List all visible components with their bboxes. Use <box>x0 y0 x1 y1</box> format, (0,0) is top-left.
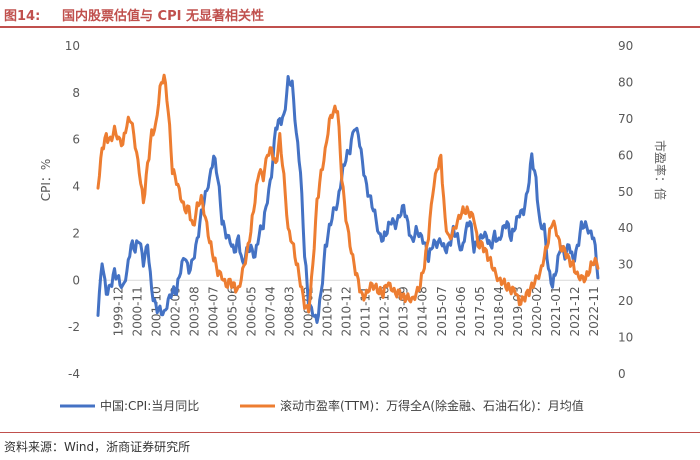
left-tick-label: 10 <box>65 39 80 53</box>
right-axis-label: 市盈率：倍 <box>653 140 668 200</box>
cpi-series-line <box>96 75 600 324</box>
x-tick-label: 1999-12 <box>112 286 126 336</box>
left-axis-label: CPI：% <box>39 159 53 202</box>
right-tick-label: 90 <box>618 39 633 53</box>
right-tick-label: 0 <box>618 367 626 381</box>
left-tick-label: 0 <box>72 273 80 287</box>
left-tick-label: 4 <box>72 180 80 194</box>
legend-cpi-label: 中国:CPI:当月同比 <box>100 398 199 413</box>
x-tick-label: 2003-08 <box>188 286 202 336</box>
left-tick-label: 2 <box>72 226 80 240</box>
left-tick-label: 8 <box>72 86 80 100</box>
right-tick-label: 30 <box>618 258 633 272</box>
x-tick-label: 2020-02 <box>530 286 544 336</box>
x-tick-label: 2006-05 <box>245 286 259 336</box>
x-tick-label: 2002-09 <box>169 286 183 336</box>
x-tick-label: 2000-11 <box>131 286 145 336</box>
right-tick-label: 70 <box>618 112 633 126</box>
x-tick-label: 2005-06 <box>226 286 240 336</box>
right-tick-label: 60 <box>618 148 633 162</box>
x-tick-label: 2017-05 <box>473 286 487 336</box>
header-divider <box>0 26 700 28</box>
right-tick-label: 20 <box>618 294 633 308</box>
x-tick-label: 2018-04 <box>492 286 506 336</box>
x-tick-label: 2010-12 <box>340 286 354 336</box>
x-tick-label: 2008-03 <box>283 286 297 336</box>
figure-title: 国内股票估值与 CPI 无显著相关性 <box>62 9 264 24</box>
x-tick-label: 2016-06 <box>454 286 468 336</box>
chart-canvas: -4 -2 0 2 4 6 8 10 0 10 20 30 40 50 60 70 80 90 1999-12 200… <box>39 39 668 413</box>
right-tick-label: 10 <box>618 331 633 345</box>
x-tick-label: 2012-10 <box>378 286 392 336</box>
footer-divider <box>0 432 700 433</box>
x-tick-label: 2021-12 <box>568 286 582 336</box>
x-tick-label: 2004-07 <box>207 286 221 336</box>
x-tick-label: 2010-01 <box>321 286 335 336</box>
right-tick-label: 40 <box>618 221 633 235</box>
figure-header: 图14: 国内股票估值与 CPI 无显著相关性 <box>0 0 700 26</box>
x-tick-label: 2021-01 <box>549 286 563 336</box>
right-tick-label: 80 <box>618 75 633 89</box>
legend-pe-label: 滚动市盈率(TTM)：万得全A(除金融、石油石化)：月均值 <box>280 398 584 413</box>
left-tick-label: -4 <box>68 367 80 381</box>
left-tick-label: -2 <box>68 320 80 334</box>
figure-source: 资料来源：Wind，浙商证券研究所 <box>4 440 191 454</box>
x-tick-label: 2007-04 <box>264 286 278 336</box>
x-tick-label: 2015-07 <box>435 286 449 336</box>
x-tick-label: 2014-08 <box>416 286 430 336</box>
right-tick-label: 50 <box>618 185 633 199</box>
x-tick-label: 2022-11 <box>587 286 601 336</box>
left-tick-label: 6 <box>72 133 80 147</box>
pe-series-line <box>96 73 600 314</box>
figure-number: 图14: <box>4 9 41 24</box>
